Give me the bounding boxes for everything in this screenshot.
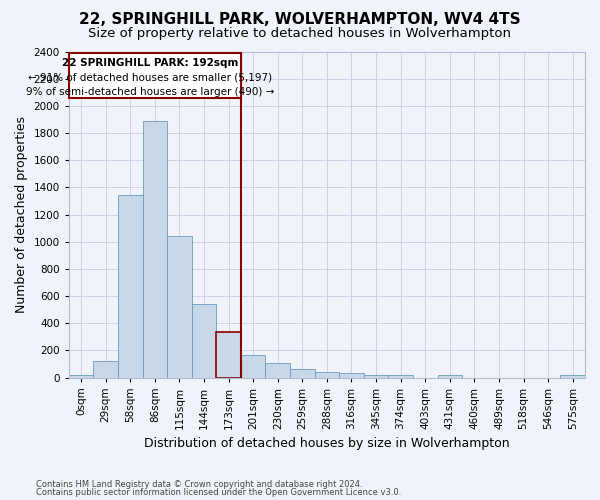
Bar xyxy=(314,372,339,378)
Y-axis label: Number of detached properties: Number of detached properties xyxy=(15,116,28,313)
Text: 9% of semi-detached houses are larger (490) →: 9% of semi-detached houses are larger (4… xyxy=(26,87,274,97)
FancyBboxPatch shape xyxy=(69,53,241,98)
Bar xyxy=(560,376,585,378)
Bar xyxy=(143,121,167,378)
Text: 22, SPRINGHILL PARK, WOLVERHAMPTON, WV4 4TS: 22, SPRINGHILL PARK, WOLVERHAMPTON, WV4 … xyxy=(79,12,521,28)
Bar xyxy=(118,196,143,378)
Text: 22 SPRINGHILL PARK: 192sqm: 22 SPRINGHILL PARK: 192sqm xyxy=(62,58,238,68)
Bar xyxy=(290,368,314,378)
Bar xyxy=(265,362,290,378)
X-axis label: Distribution of detached houses by size in Wolverhampton: Distribution of detached houses by size … xyxy=(144,437,510,450)
Text: Contains public sector information licensed under the Open Government Licence v3: Contains public sector information licen… xyxy=(36,488,401,497)
Text: Contains HM Land Registry data © Crown copyright and database right 2024.: Contains HM Land Registry data © Crown c… xyxy=(36,480,362,489)
Bar xyxy=(364,375,388,378)
Bar xyxy=(167,236,192,378)
Bar xyxy=(217,332,241,378)
Text: ← 91% of detached houses are smaller (5,197): ← 91% of detached houses are smaller (5,… xyxy=(28,72,272,83)
Bar xyxy=(192,304,217,378)
Bar xyxy=(241,355,265,378)
Bar xyxy=(69,376,94,378)
Bar xyxy=(437,375,462,378)
Text: Size of property relative to detached houses in Wolverhampton: Size of property relative to detached ho… xyxy=(89,28,511,40)
Bar xyxy=(388,376,413,378)
Bar xyxy=(94,361,118,378)
Bar xyxy=(339,374,364,378)
